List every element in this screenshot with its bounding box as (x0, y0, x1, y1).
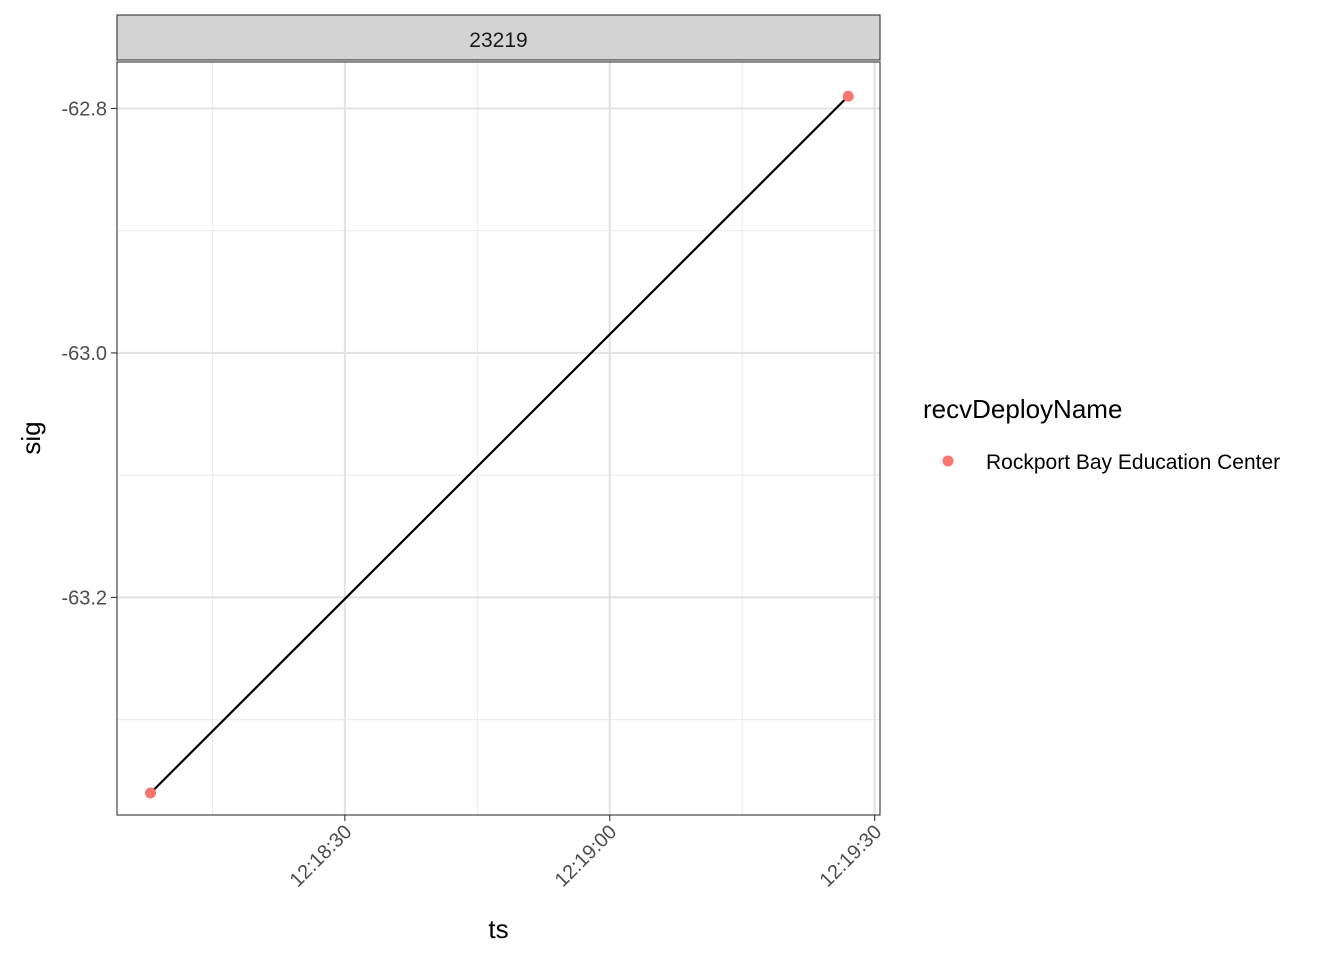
facet-strip (116, 14, 881, 61)
grid-layer (117, 62, 880, 815)
facet-strip-label: 23219 (469, 29, 527, 52)
legend-title: recvDeployName (923, 394, 1122, 424)
panel-background (117, 62, 880, 815)
series-line (149, 95, 849, 794)
legend-label: Rockport Bay Education Center (986, 451, 1280, 474)
x-tick-label: 12:19:00 (551, 821, 622, 892)
data-layer (145, 90, 854, 799)
data-point (145, 787, 157, 799)
y-axis-title: sig (16, 421, 46, 454)
data-point (842, 90, 854, 102)
y-tick-label: -63.2 (61, 587, 107, 609)
legend-key (942, 455, 954, 467)
y-tick-label: -63.0 (61, 343, 107, 365)
x-axis-title: ts (488, 914, 508, 944)
legend: recvDeployName Rockport Bay Education Ce… (923, 394, 1280, 474)
x-tick-label: 12:19:30 (816, 821, 887, 892)
x-tick-label: 12:18:30 (286, 821, 357, 892)
y-tick-label: -62.8 (61, 98, 107, 120)
panel-border (116, 61, 881, 816)
